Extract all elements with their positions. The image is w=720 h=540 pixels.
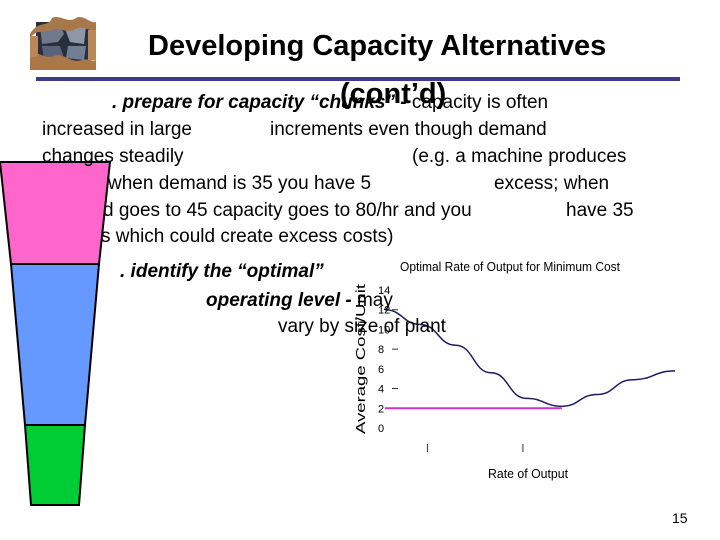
y-tick-label: 2 (378, 403, 384, 415)
funnel-bottom-segment (23, 424, 87, 506)
bullet-2-line-1: . identify the “optimal” (120, 262, 324, 281)
cost-chart: 0 2 4 6 8 10 12 14 Optimal Rate of Output for M… (353, 259, 676, 481)
bullet-1-line-5a: d goes to 45 capacity goes to 80/hr and … (103, 200, 472, 221)
y-tick-label: 4 (378, 384, 384, 396)
bullet-1-line-1: . prepare for capacity “chunks” - capaci… (112, 93, 548, 112)
y-tick-label: 8 (378, 344, 384, 356)
slide-title-continued: (cont’d) (340, 78, 447, 110)
bullet-2-line-3: vary by size of plant (278, 316, 446, 337)
bullet-1-lead: . prepare for capacity “chunks” - (112, 92, 412, 113)
cost-curve-rising (561, 370, 676, 408)
funnel-top-segment (0, 161, 112, 265)
y-tick-label: 10 (378, 324, 390, 336)
cost-curve-falling (384, 308, 562, 408)
bullet-2-rest: may (356, 290, 393, 311)
chart-xlabel: Rate of Output (488, 466, 568, 481)
y-tick-label: 6 (378, 364, 384, 376)
title-underline (36, 77, 680, 81)
bullet-1-line-2a: increased in large (42, 119, 192, 140)
jigsaw-logo (30, 17, 96, 70)
bullet-1-line-4a: when demand is 35 you have 5 (108, 173, 372, 194)
bullet-1-line-2b: increments even though demand (270, 119, 547, 140)
bullet-1-line-1-rest: capacity is often (411, 92, 549, 113)
funnel-middle-segment (9, 263, 101, 426)
bullet-1-line-6: s which could create excess costs) (101, 226, 394, 247)
bullet-1-line-3b: (e.g. a machine produces (412, 146, 627, 167)
y-tick-label: 0 (378, 423, 384, 435)
y-tick-label: 12 (378, 305, 390, 317)
y-tick-label: 14 (378, 285, 390, 297)
bullet-1-line-4b: excess; when (494, 173, 610, 194)
bullet-1-line-3a: changes steadily (42, 146, 184, 167)
page-number: 15 (672, 510, 688, 526)
chart-title: Optimal Rate of Output for Minimum Cost (400, 259, 620, 274)
bullet-2-line-2: operating level - may (206, 291, 393, 310)
bullet-1-line-5b: have 35 (566, 200, 634, 221)
slide-title: Developing Capacity Alternatives (148, 30, 607, 62)
bullet-2-lead: . identify the “optimal” (120, 261, 324, 282)
bullet-2-lead-2: operating level - (206, 290, 357, 311)
chart-ylabel: Average Cost/Unit (353, 283, 368, 434)
